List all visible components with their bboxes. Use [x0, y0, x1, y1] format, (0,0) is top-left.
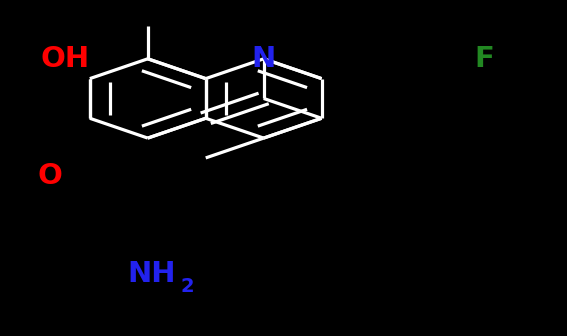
- Text: O: O: [37, 162, 62, 191]
- Text: OH: OH: [41, 45, 90, 73]
- Text: N: N: [252, 45, 276, 73]
- Text: NH: NH: [128, 260, 176, 288]
- Text: F: F: [475, 45, 495, 73]
- Text: 2: 2: [180, 277, 194, 296]
